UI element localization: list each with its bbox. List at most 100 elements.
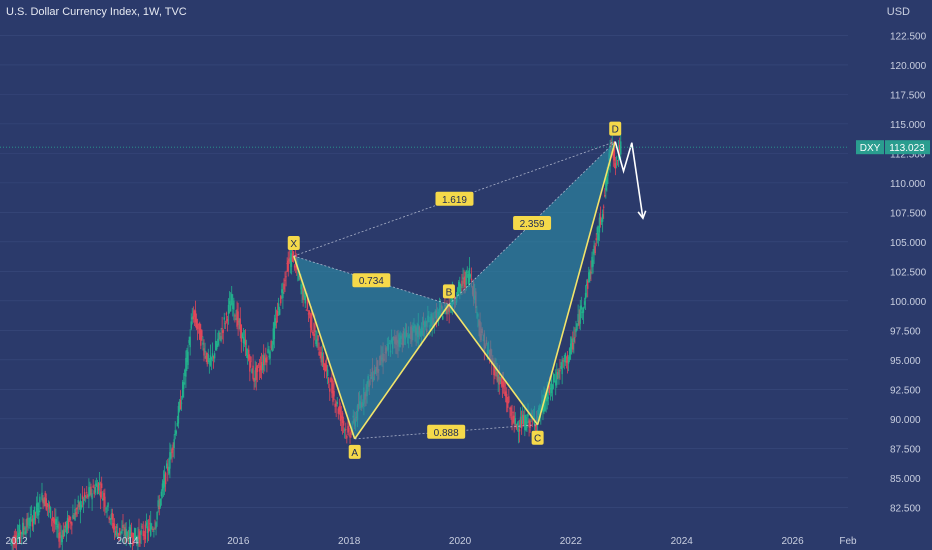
- ratio-line: [293, 141, 616, 257]
- y-tick-label: 97.500: [890, 326, 921, 337]
- candle-body: [312, 331, 314, 334]
- candle-body: [527, 413, 529, 417]
- y-tick-label: 100.000: [890, 297, 927, 308]
- candle-body: [555, 380, 557, 386]
- candle-body: [259, 365, 262, 371]
- candle-body: [251, 369, 253, 373]
- candle-body: [339, 406, 342, 421]
- candle-body: [71, 522, 73, 526]
- candle-body: [613, 148, 616, 161]
- candle-body: [277, 303, 280, 310]
- pattern-point-box: [531, 430, 544, 445]
- candle-body: [458, 281, 460, 292]
- candle-body: [185, 357, 187, 377]
- candle-body: [346, 435, 348, 439]
- candle-body: [611, 142, 613, 143]
- y-tick-label: 92.500: [890, 385, 921, 396]
- candle-body: [14, 535, 17, 543]
- candle-body: [578, 320, 580, 326]
- candle-body: [90, 486, 92, 495]
- candle-body: [48, 504, 51, 509]
- candle-body: [164, 472, 167, 485]
- candle-body: [212, 356, 215, 359]
- candle-body: [547, 396, 549, 399]
- candle-body: [456, 287, 459, 297]
- candle-body: [103, 493, 105, 501]
- candle-body: [150, 522, 152, 536]
- candle-body: [61, 535, 63, 543]
- candle-body: [134, 527, 136, 540]
- candle-body: [27, 517, 29, 526]
- candle-body: [337, 408, 340, 414]
- candle-body: [17, 532, 20, 537]
- y-tick-label: 102.500: [890, 267, 927, 278]
- candle-body: [95, 483, 98, 486]
- candle-body: [62, 530, 65, 538]
- candle-body: [118, 533, 120, 536]
- x-tick-label: 2018: [338, 536, 361, 547]
- candle-body: [242, 336, 245, 344]
- candle-body: [582, 307, 585, 313]
- candle-body: [266, 356, 268, 363]
- ratio-label-box: [513, 215, 552, 230]
- candle-body: [122, 524, 124, 529]
- candle-body: [345, 429, 347, 431]
- candle-body: [161, 483, 164, 491]
- candle-body: [107, 503, 109, 507]
- candle-body: [281, 289, 283, 293]
- candle-body: [342, 420, 345, 426]
- candle-body: [596, 227, 599, 235]
- candle-body: [524, 415, 526, 430]
- candle-body: [159, 498, 162, 508]
- candle-body: [298, 275, 300, 280]
- candle-body: [98, 483, 101, 486]
- candle-body: [599, 216, 602, 225]
- candle-body: [467, 274, 470, 284]
- candle-body: [16, 535, 19, 543]
- candle-body: [267, 349, 269, 353]
- candle-body: [546, 391, 548, 402]
- candle-body: [463, 278, 465, 284]
- candle-body: [605, 177, 607, 191]
- candle-body: [292, 251, 295, 256]
- ratio-label: 1.619: [442, 195, 467, 206]
- ratio-line: [354, 424, 538, 440]
- candle-body: [307, 313, 310, 315]
- candle-body: [163, 474, 166, 487]
- ratio-label-box: [352, 273, 391, 288]
- candle-body: [244, 339, 247, 345]
- candle-body: [278, 308, 281, 315]
- candle-body: [460, 285, 462, 289]
- candle-body: [446, 307, 448, 314]
- candle-body: [462, 277, 464, 280]
- candle-body: [43, 500, 45, 504]
- candle-body: [145, 522, 148, 526]
- candle-body: [513, 415, 515, 423]
- candle-body: [33, 506, 36, 521]
- candle-body: [341, 412, 344, 424]
- candle-body: [293, 265, 296, 268]
- candle-body: [316, 338, 318, 347]
- candle-body: [300, 284, 302, 290]
- candle-body: [469, 274, 472, 277]
- y-tick-label: 110.000: [890, 179, 926, 190]
- candle-body: [96, 485, 99, 495]
- pattern-point-label: D: [612, 125, 619, 136]
- candle-body: [301, 284, 303, 294]
- candle-body: [304, 295, 306, 304]
- candle-body: [104, 496, 106, 508]
- candle-body: [317, 335, 319, 341]
- candle-body: [328, 378, 330, 383]
- candle-body: [222, 330, 224, 333]
- candle-body: [526, 421, 528, 428]
- candle-body: [470, 278, 473, 281]
- candle-body: [318, 351, 320, 356]
- candle-body: [203, 348, 205, 356]
- candle-body: [282, 291, 284, 298]
- candle-body: [223, 317, 225, 320]
- candle-body: [179, 399, 182, 409]
- x-tick-label: Feb: [839, 536, 857, 547]
- candle-body: [229, 303, 232, 312]
